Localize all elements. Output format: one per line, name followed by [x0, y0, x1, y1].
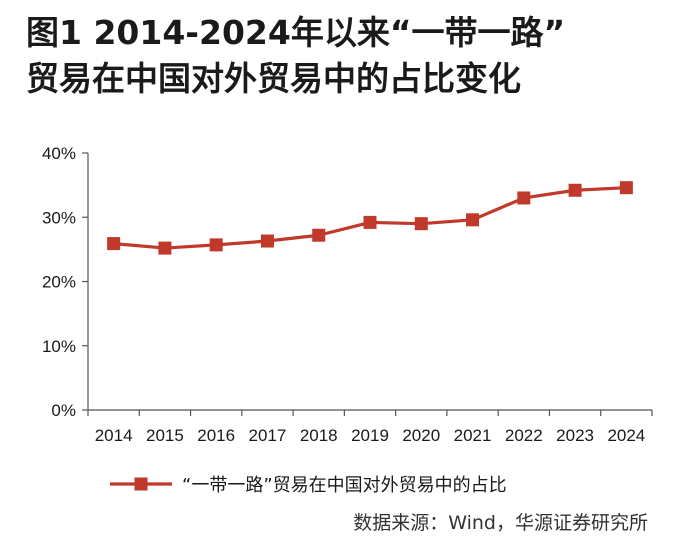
x-tick-label: 2015 [146, 426, 184, 445]
legend-label: “一带一路”贸易在中国对外贸易中的占比 [182, 475, 507, 496]
data-point-marker [260, 234, 274, 248]
data-point-marker [414, 217, 428, 231]
y-tick-label: 0% [51, 401, 76, 420]
data-point-marker [466, 213, 480, 227]
x-tick-label: 2019 [351, 426, 389, 445]
data-point-marker [107, 237, 121, 251]
source-note: 数据来源：Wind，华源证券研究所 [353, 512, 648, 534]
x-tick-label: 2017 [249, 426, 287, 445]
data-point-marker [517, 191, 531, 205]
x-tick-label: 2014 [95, 426, 133, 445]
data-point-marker [363, 215, 377, 229]
chart-legend: “一带一路”贸易在中国对外贸易中的占比 [110, 475, 507, 496]
x-tick-label: 2016 [197, 426, 235, 445]
chart-title-line-2: 贸易在中国对外贸易中的占比变化 [26, 59, 521, 98]
y-axis-tick-labels: 0% 10% 20% 30% 40% [42, 144, 76, 420]
data-point-marker [209, 238, 223, 252]
x-tick-label: 2023 [556, 426, 594, 445]
y-tick-label: 30% [42, 208, 76, 227]
data-point-marker [312, 228, 326, 242]
chart-axes [82, 152, 653, 416]
x-tick-label: 2024 [607, 426, 645, 445]
legend-marker [134, 477, 148, 491]
x-tick-label: 2021 [454, 426, 492, 445]
data-point-marker [568, 183, 582, 197]
chart-title-line-1: 图1 2014-2024年以来“一带一路” [26, 13, 566, 52]
series-plot [107, 181, 633, 255]
y-tick-label: 20% [42, 273, 76, 292]
x-tick-label: 2018 [300, 426, 338, 445]
x-tick-label: 2020 [402, 426, 440, 445]
y-tick-label: 40% [42, 144, 76, 163]
y-tick-label: 10% [42, 337, 76, 356]
data-point-marker [619, 181, 633, 195]
data-point-marker [158, 241, 172, 255]
chart-title: 图1 2014-2024年以来“一带一路” 贸易在中国对外贸易中的占比变化 [26, 10, 565, 102]
x-tick-label: 2022 [505, 426, 543, 445]
x-axis-tick-labels: 2014 2015 2016 2017 2018 2019 2020 2021 2022 2023… [95, 426, 646, 445]
